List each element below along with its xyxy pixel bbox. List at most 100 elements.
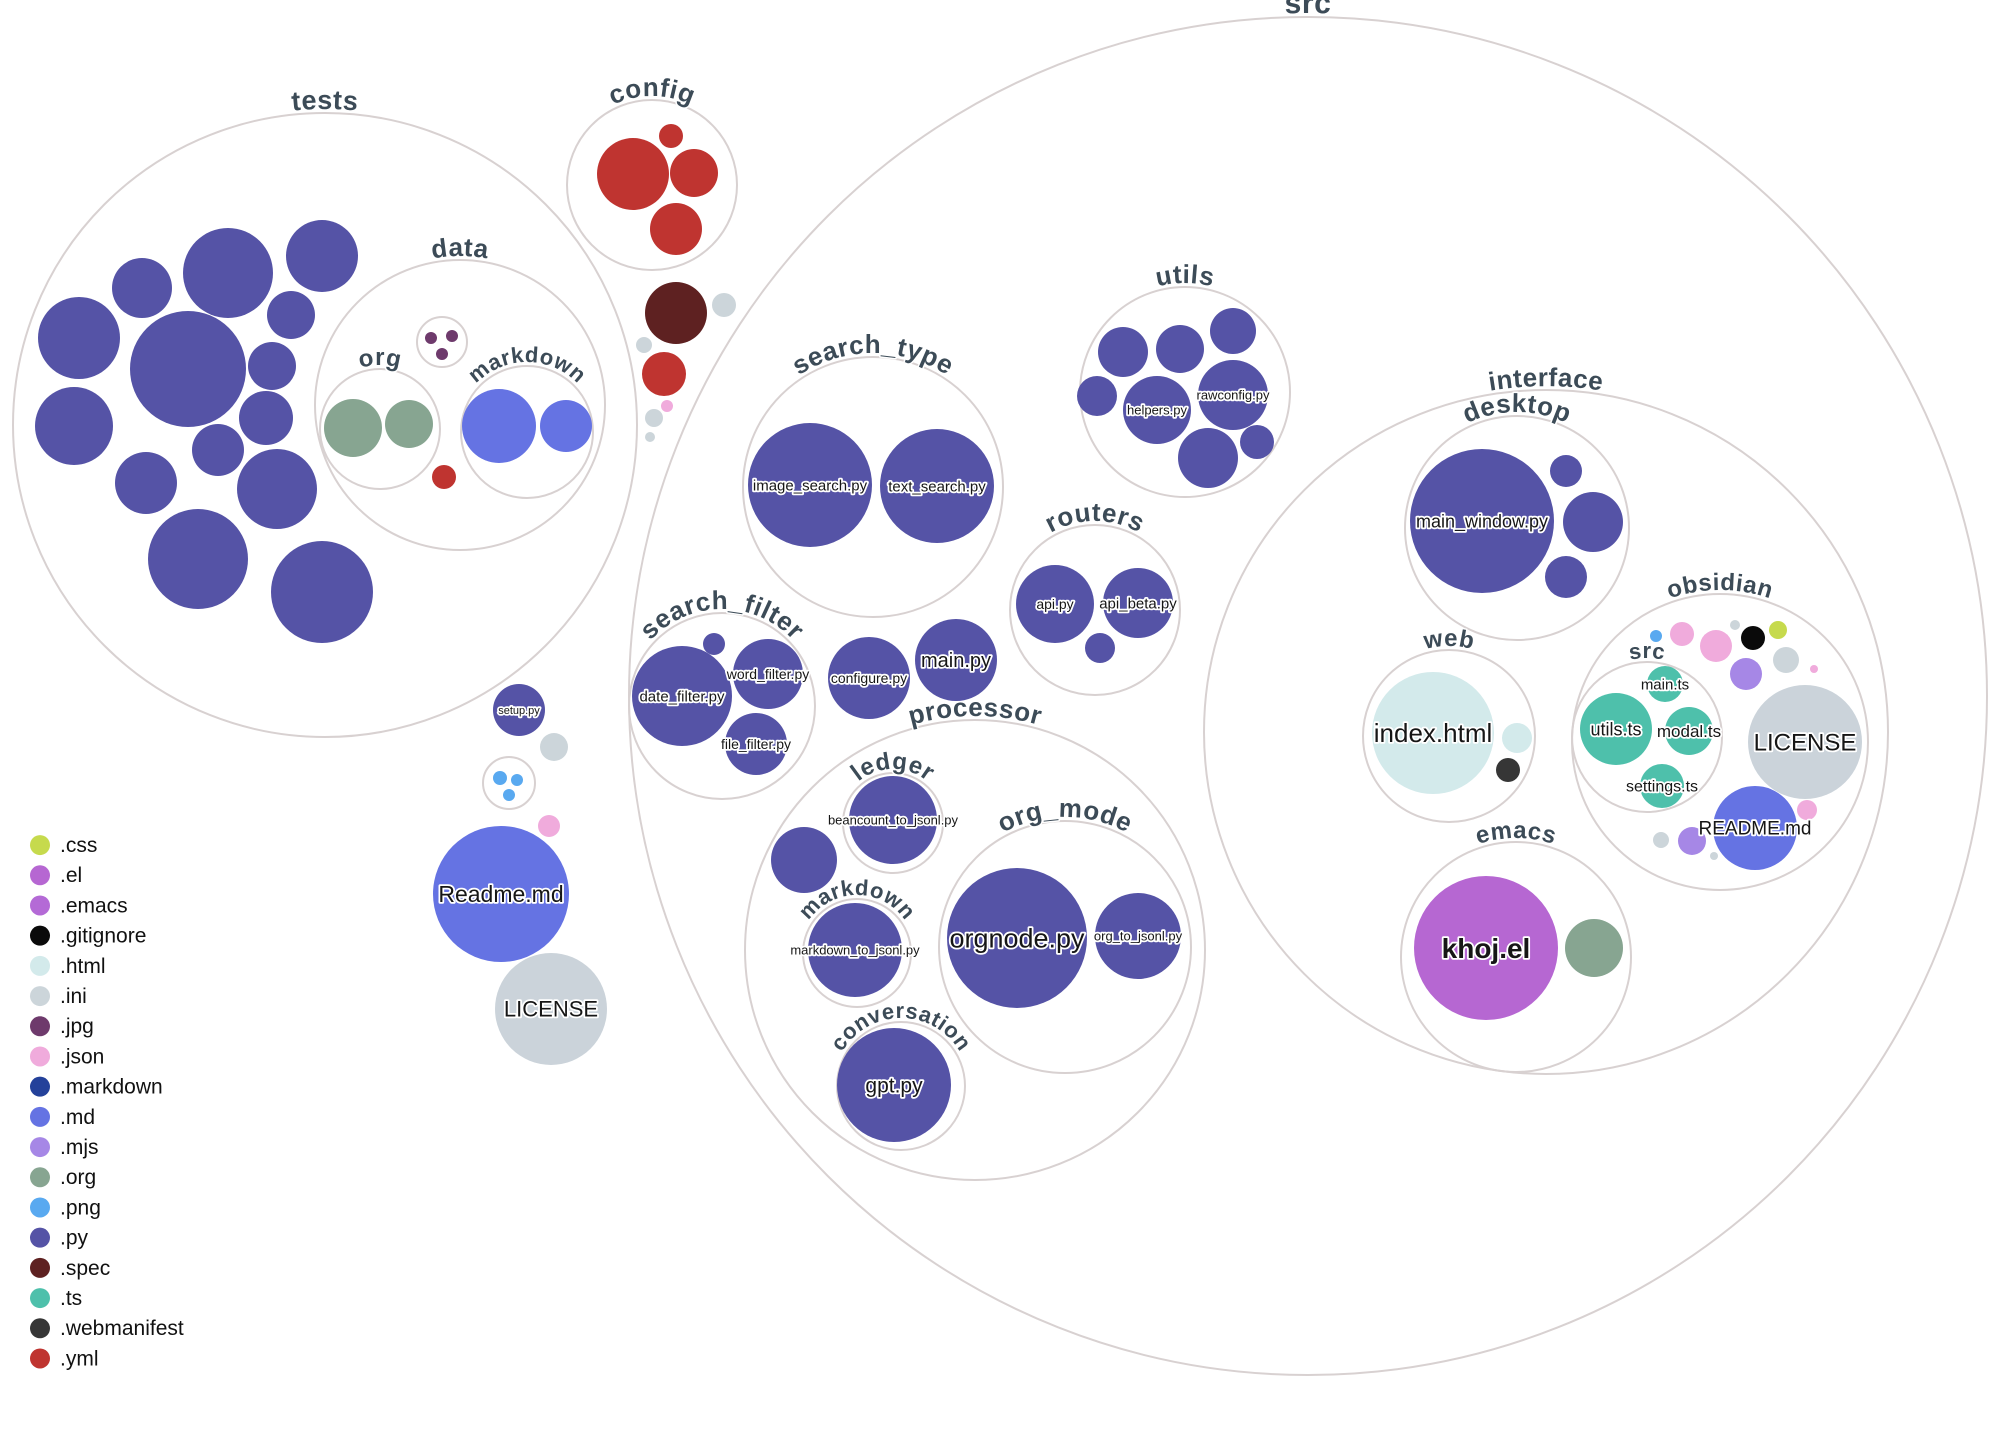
- file-label-file-filter-py: file_filter.py: [721, 736, 791, 752]
- file-circle-yml-file-23: [659, 124, 683, 148]
- file-circle-main-py: [915, 619, 997, 701]
- file-circle-jpg-file-14: [425, 332, 437, 344]
- folder-label-obsidian-src: src: [1627, 638, 1667, 665]
- folder-label-org_mode: org_mode: [993, 793, 1138, 838]
- file-label-date-filter-py: date_filter.py: [639, 688, 725, 705]
- legend-item-json: .json: [30, 1045, 104, 1068]
- file-circle-py-file-51: [1178, 428, 1238, 488]
- file-circle-py-file-55: [1085, 633, 1115, 663]
- folder-circle-search_filter: [628, 612, 816, 800]
- file-circle-json-file-38: [538, 815, 560, 837]
- file-circle-json-file-81: [1810, 665, 1818, 673]
- folder-circles: [12, 16, 1988, 1376]
- file-label-readme-md: README.md: [1699, 819, 1812, 840]
- file-circle-ini-file-34: [540, 733, 568, 761]
- file-circle-api-py: [1016, 565, 1094, 643]
- file-circle-yml-file-25: [650, 203, 702, 255]
- folder-label-interface: interface: [1486, 362, 1605, 397]
- file-circle-spec-file-26: [645, 282, 707, 344]
- file-circle-css-file-78: [1769, 621, 1787, 639]
- legend-item-el: .el: [30, 864, 82, 887]
- file-label-main-window-py: main_window.py: [1416, 511, 1548, 532]
- legend-dot-png-icon: [30, 1197, 50, 1218]
- file-circle-py-file-47: [1098, 327, 1148, 377]
- legend-dot-mjs-icon: [30, 1137, 50, 1158]
- folder-label-config: config: [604, 72, 700, 110]
- folder-circle-tests: [12, 112, 638, 738]
- folder-circle-obsidian-src: [1571, 661, 1723, 813]
- file-circle-gpt-py: [837, 1028, 951, 1142]
- legend-label-html: .html: [60, 955, 106, 978]
- file-circle-khoj-el: [1414, 876, 1558, 1020]
- legend-dot-md-icon: [30, 1106, 50, 1127]
- file-circle-py-file-13: [271, 541, 373, 643]
- folder-circle-data-markdown: [460, 365, 594, 499]
- legend: .css .el .emacs .gitignore .html .ini .jpg .jso…: [30, 834, 184, 1370]
- file-label-api-py: api.py: [1036, 596, 1073, 612]
- legend-item-yml: .yml: [30, 1347, 99, 1370]
- legend-label-jpg: .jpg: [60, 1015, 94, 1038]
- file-label-khoj-el: khoj.el: [1442, 933, 1531, 964]
- file-label-image-search-py: image_search.py: [753, 477, 868, 494]
- file-label-beancount-to-jsonl-py: beancount_to_jsonl.py: [828, 813, 959, 828]
- file-circle-readme-md: [1713, 786, 1797, 870]
- file-circle-py-file-49: [1210, 308, 1256, 354]
- file-circle-license: [495, 953, 607, 1065]
- legend-label-yml: .yml: [60, 1347, 99, 1370]
- file-circle-py-file-59: [703, 633, 725, 655]
- file-label-text-search-py: text_search.py: [888, 478, 986, 495]
- legend-item-mjs: .mjs: [30, 1136, 99, 1159]
- legend-label-py: .py: [60, 1227, 89, 1250]
- file-circle-py-file-67: [1550, 455, 1582, 487]
- folder-circle-processor: [744, 719, 1206, 1181]
- file-circle-org-file-93: [1565, 919, 1623, 977]
- file-circle-date-filter-py: [632, 646, 732, 746]
- file-circle-md-file-20: [540, 400, 592, 452]
- file-circle-image-search-py: [748, 423, 872, 547]
- file-label-settings-ts: settings.ts: [1626, 779, 1698, 796]
- file-circle-main-window-py: [1410, 449, 1554, 593]
- file-label-index-html: index.html: [1374, 718, 1493, 748]
- file-circle-py-file-4: [267, 291, 315, 339]
- folder-circle-org_mode: [938, 820, 1192, 1074]
- file-circle-text-search-py: [880, 429, 994, 543]
- file-circle-beancount-to-jsonl-py: [849, 776, 937, 864]
- file-circle-configure-py: [828, 637, 910, 719]
- file-circle-json-file-30: [661, 400, 673, 412]
- file-circle-py-file-60: [771, 827, 837, 893]
- file-circle-py-file-50: [1077, 376, 1117, 416]
- file-circle-py-file-0: [183, 228, 273, 318]
- legend-dot-ini-icon: [30, 986, 50, 1007]
- folder-circle-data-org: [319, 368, 441, 490]
- legend-dot-py-icon: [30, 1227, 50, 1248]
- file-circle-yml-file-24: [670, 149, 718, 197]
- folder-label-search_type: search_type: [786, 329, 959, 380]
- legend-item-webmanifest: .webmanifest: [30, 1317, 184, 1340]
- file-label-license: LICENSE: [1754, 729, 1857, 756]
- folder-label-src: src: [1284, 0, 1332, 20]
- file-circle-py-file-48: [1156, 325, 1204, 373]
- folder-label-search_filter: search_filter: [634, 585, 811, 645]
- legend-label-png: .png: [60, 1196, 101, 1219]
- legend-label-ts: .ts: [60, 1287, 82, 1310]
- file-circle-ini-file-85: [1653, 832, 1669, 848]
- file-circle-html-file-71: [1502, 723, 1532, 753]
- folder-circle-search_type: [742, 356, 1004, 618]
- folder-label-emacs: emacs: [1472, 817, 1559, 850]
- legend-item-markdown: .markdown: [30, 1076, 163, 1099]
- legend-dot-css-icon: [30, 835, 50, 856]
- file-circle-md-file-19: [462, 389, 536, 463]
- file-circle-py-file-8: [239, 391, 293, 445]
- file-circle-py-file-10: [115, 452, 177, 514]
- file-circle-py-file-1: [286, 220, 358, 292]
- file-circle-setup-py: [493, 684, 545, 736]
- file-circle-py-file-7: [35, 387, 113, 465]
- folder-circle-emacs: [1400, 841, 1632, 1073]
- file-label-main-ts: main.ts: [1641, 676, 1689, 693]
- file-label-rawconfig-py: rawconfig.py: [1197, 388, 1270, 403]
- file-circle-json-file-74: [1670, 622, 1694, 646]
- legend-item-html: .html: [30, 955, 106, 978]
- file-label-readme-md: Readme.md: [438, 881, 563, 907]
- folder-circle-web: [1362, 649, 1536, 823]
- folder-label-data: data: [429, 232, 491, 264]
